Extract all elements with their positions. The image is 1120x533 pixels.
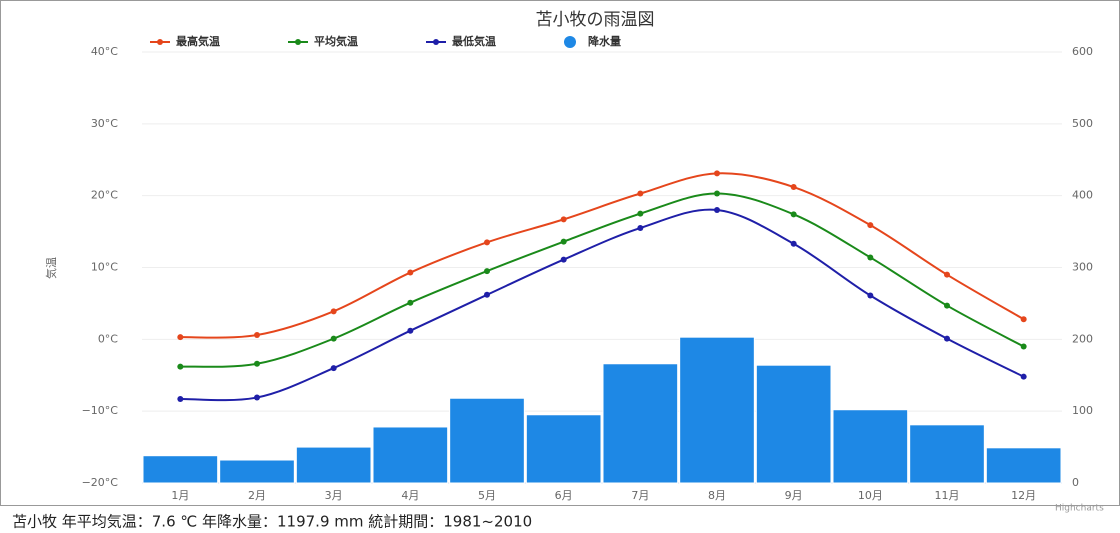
point <box>560 216 567 223</box>
x-tick-label: 10月 <box>858 489 883 502</box>
credits: Highcharts <box>1055 504 1104 514</box>
legend-symbol <box>157 39 163 45</box>
x-tick-label: 9月 <box>785 489 803 502</box>
footer: 苫小牧 年平均気温：7.6 ℃ 年降水量：1197.9 mm 統計期間：1981… <box>12 513 532 531</box>
bar <box>602 363 679 484</box>
point <box>790 211 797 218</box>
point <box>407 269 414 276</box>
point <box>714 170 720 177</box>
x-tick-label: 12月 <box>1011 489 1036 502</box>
point <box>330 365 337 372</box>
line <box>180 192 1025 368</box>
point <box>484 291 490 298</box>
y2-tick-label: 500 <box>1072 117 1093 130</box>
point <box>177 363 184 370</box>
y2-tick-label: 100 <box>1072 404 1093 417</box>
legend-label: 降水量 <box>588 34 621 48</box>
point <box>484 239 490 246</box>
legend-symbol <box>564 36 576 48</box>
point <box>407 299 414 306</box>
point <box>867 254 874 261</box>
bar <box>295 446 372 484</box>
point <box>867 222 874 229</box>
point <box>254 394 260 401</box>
bar <box>449 397 525 484</box>
point <box>330 308 337 315</box>
point <box>1020 343 1027 350</box>
bar <box>142 455 219 484</box>
y-tick-label: −10°C <box>82 404 119 417</box>
point <box>330 335 337 342</box>
point <box>944 271 950 278</box>
point <box>714 207 720 214</box>
point <box>254 360 260 367</box>
point <box>637 190 644 197</box>
bar <box>985 447 1062 484</box>
legend-label: 最低気温 <box>452 34 496 48</box>
legend-label: 平均気温 <box>314 34 358 48</box>
point <box>560 238 567 245</box>
bar <box>372 426 449 484</box>
x-tick-label: 7月 <box>631 489 649 502</box>
y2-tick-label: 300 <box>1072 261 1093 274</box>
x-tick-label: 8月 <box>708 489 726 502</box>
x-tick-label: 3月 <box>325 489 343 502</box>
x-tick-label: 5月 <box>478 489 496 502</box>
point <box>637 210 644 217</box>
y-tick-label: −20°C <box>82 476 119 489</box>
bar <box>219 459 295 484</box>
bar <box>755 364 832 484</box>
x-tick-label: 11月 <box>935 489 960 502</box>
y-axis-title: 気温 <box>44 257 58 279</box>
point <box>484 268 490 275</box>
y2-tick-label: 400 <box>1072 189 1093 202</box>
point <box>1020 316 1027 323</box>
point <box>944 335 950 342</box>
point <box>560 256 567 263</box>
x-tick-label: 6月 <box>555 489 573 502</box>
point <box>714 190 720 197</box>
point <box>790 240 797 247</box>
point <box>254 332 260 339</box>
point <box>1020 373 1027 380</box>
y2-tick-label: 200 <box>1072 332 1093 345</box>
bar <box>832 409 909 484</box>
legend-symbol <box>433 39 439 45</box>
point <box>944 302 950 309</box>
point <box>177 395 184 402</box>
y2-tick-label: 600 <box>1072 45 1093 58</box>
y-tick-label: 30°C <box>91 117 118 130</box>
bar <box>679 336 755 484</box>
x-tick-label: 1月 <box>171 489 189 502</box>
point <box>790 184 797 191</box>
point <box>407 327 414 334</box>
y-tick-label: 10°C <box>91 261 118 274</box>
y-tick-label: 20°C <box>91 189 118 202</box>
bar <box>909 424 985 484</box>
chart-title: 苫小牧の雨温図 <box>536 10 655 30</box>
y-tick-label: 0°C <box>98 332 118 345</box>
legend-label: 最高気温 <box>176 34 220 48</box>
bar <box>525 414 602 484</box>
point <box>867 292 874 299</box>
x-tick-label: 4月 <box>401 489 419 502</box>
point <box>177 334 184 341</box>
point <box>637 224 644 231</box>
x-tick-label: 2月 <box>248 489 266 502</box>
y2-tick-label: 0 <box>1072 476 1079 489</box>
legend-symbol <box>295 39 301 45</box>
y-tick-label: 40°C <box>91 45 118 58</box>
